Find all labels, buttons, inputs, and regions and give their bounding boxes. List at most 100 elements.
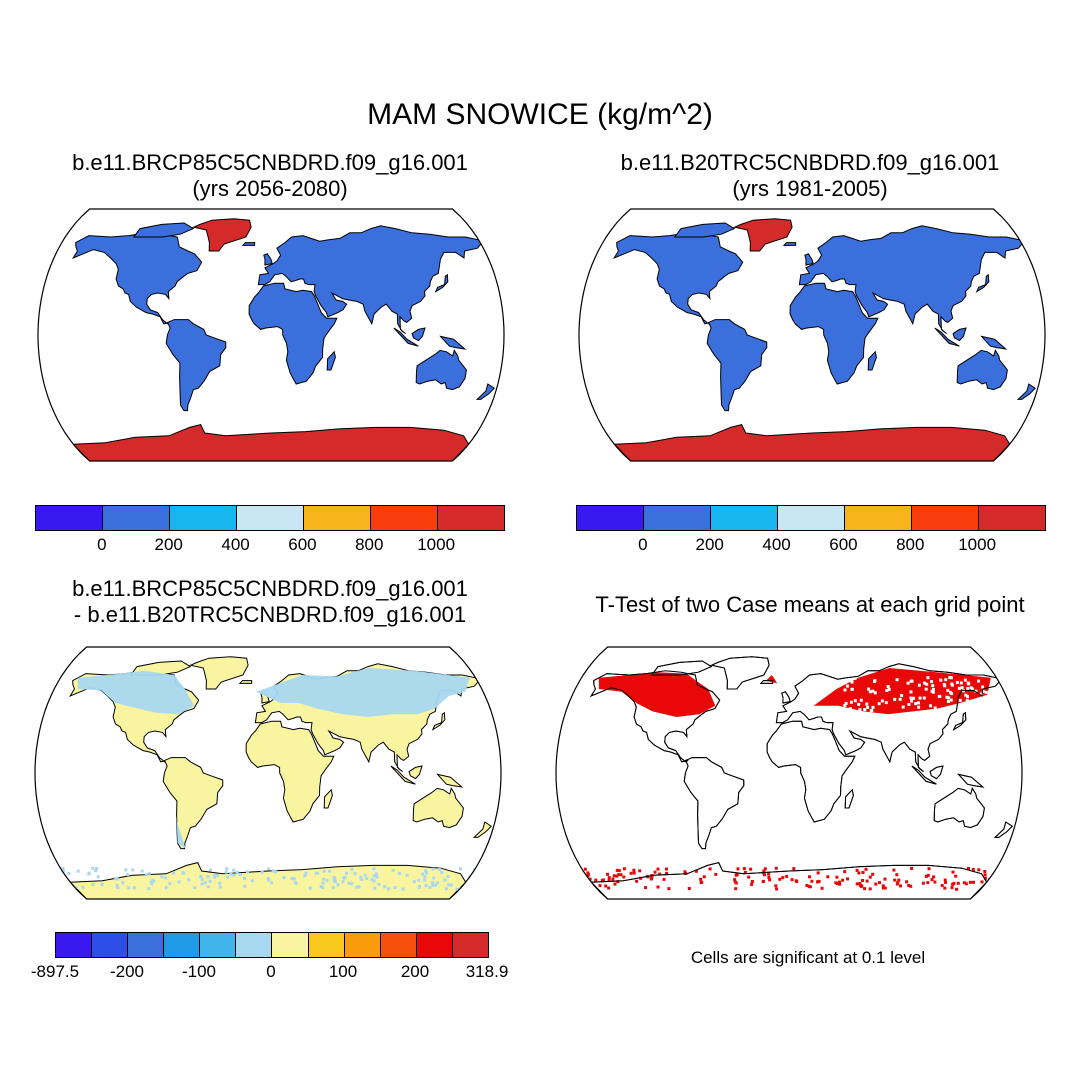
panel-title-case2-line2: (yrs 1981-2005): [732, 176, 888, 201]
antarctic-speckle: [206, 885, 210, 889]
non-significant-cell: [871, 705, 875, 709]
landmass-iceland: [241, 242, 256, 246]
significant-cell: [639, 876, 643, 880]
significant-cell: [733, 878, 737, 882]
significant-cell: [971, 868, 975, 871]
significant-cell: [761, 879, 765, 883]
non-significant-cell: [948, 690, 952, 694]
antarctic-speckle: [332, 875, 336, 879]
non-significant-cell: [974, 689, 978, 693]
significant-cell: [952, 881, 956, 885]
significant-cell: [810, 879, 814, 883]
antarctic-speckle: [67, 872, 71, 875]
non-significant-cell: [918, 696, 922, 700]
non-significant-cell: [995, 702, 999, 706]
significant-cell: [604, 884, 608, 888]
significant-cell: [768, 878, 772, 882]
map-outline: [578, 208, 1046, 462]
landmass-madagascar: [867, 350, 877, 371]
significant-cell: [983, 870, 987, 873]
landmass-arctic-islands: [132, 222, 195, 238]
coastline-japan: [952, 711, 967, 731]
antarctic-speckle: [250, 879, 254, 883]
non-significant-cell: [893, 697, 897, 701]
antarctic-speckle: [372, 879, 376, 883]
significant-cell: [774, 884, 778, 888]
colorbar-case1-ticks: 0 200 400 600 800 1000: [35, 535, 503, 557]
panel-title-case1-line1: b.e11.BRCP85C5CNBDRD.f09_g16.001: [72, 150, 468, 175]
non-significant-cell: [877, 702, 881, 706]
colorbar-swatch-5: [304, 506, 371, 530]
non-significant-cell: [983, 708, 987, 712]
antarctic-speckle: [271, 869, 275, 873]
non-significant-cell: [925, 682, 929, 686]
antarctic-speckle: [225, 867, 229, 871]
antarctic-speckle: [152, 879, 156, 883]
significant-cell: [734, 881, 738, 885]
non-significant-cell: [850, 687, 854, 691]
significant-cell: [972, 880, 975, 884]
significant-cell: [653, 870, 657, 874]
antarctic-speckle: [213, 875, 217, 879]
antarctic-speckle: [322, 869, 326, 873]
significant-cell: [615, 868, 619, 872]
significant-cell: [944, 880, 947, 884]
significant-cell: [907, 884, 911, 887]
non-significant-cell: [873, 691, 877, 695]
significant-cell: [905, 880, 909, 884]
antarctic-speckle: [325, 878, 329, 882]
significant-cell: [820, 886, 824, 890]
non-significant-cell: [901, 705, 905, 709]
significant-cell: [619, 873, 623, 877]
antarctic-speckle: [81, 885, 85, 889]
antarctic-speckle: [61, 866, 65, 870]
non-significant-cell: [895, 678, 899, 682]
antarctic-speckle: [208, 879, 212, 883]
non-significant-cell: [846, 684, 849, 688]
significant-cell: [950, 886, 954, 890]
antarctic-speckle: [319, 885, 323, 889]
non-significant-cell: [931, 688, 935, 691]
significant-zone-3: [765, 675, 778, 684]
antarctic-speckle: [294, 882, 298, 885]
antarctic-speckle: [375, 875, 379, 879]
non-significant-cell: [965, 704, 969, 707]
non-significant-cell: [922, 696, 926, 700]
non-significant-cell: [981, 685, 985, 689]
landmass-new-guinea: [980, 335, 1008, 350]
significant-cell: [816, 880, 819, 884]
significant-cell: [838, 882, 842, 886]
significant-cell: [826, 875, 830, 879]
colorbar-diff-ticks: -897.5 -200 -100 0 100 200 318.9: [31, 962, 508, 984]
coastline-north-america: [589, 670, 721, 763]
non-significant-cell: [880, 699, 884, 703]
significant-cell: [583, 867, 587, 871]
landmass-new-guinea: [436, 773, 464, 788]
landmass-new-zealand: [472, 821, 492, 838]
antarctic-speckle: [172, 871, 175, 875]
non-significant-cell: [923, 681, 927, 685]
non-significant-cell: [942, 683, 946, 686]
significant-cell: [805, 884, 809, 887]
significant-cell: [742, 867, 746, 871]
antarctic-speckle: [345, 871, 348, 875]
significant-cell: [868, 875, 872, 879]
non-significant-cell: [957, 686, 961, 690]
significant-cell: [714, 872, 718, 876]
coastline-new-guinea: [957, 773, 985, 788]
colorbar-swatch-3: [170, 506, 237, 530]
significant-cell: [611, 877, 615, 881]
significant-cell: [865, 879, 869, 883]
significant-cell: [763, 867, 767, 871]
map-diff: [34, 646, 502, 900]
non-significant-cell: [857, 702, 861, 706]
snow-decrease-zone-1: [77, 670, 195, 715]
significant-cell: [968, 880, 972, 884]
non-significant-cell: [958, 698, 962, 702]
antarctic-speckle: [226, 875, 230, 879]
significant-cell: [699, 877, 703, 881]
colorbar-tick-label: 1000: [958, 535, 997, 554]
colorbar-swatch-2: [92, 933, 129, 957]
landmass-antarctica: [72, 424, 470, 461]
landmass-north-america: [71, 232, 203, 325]
